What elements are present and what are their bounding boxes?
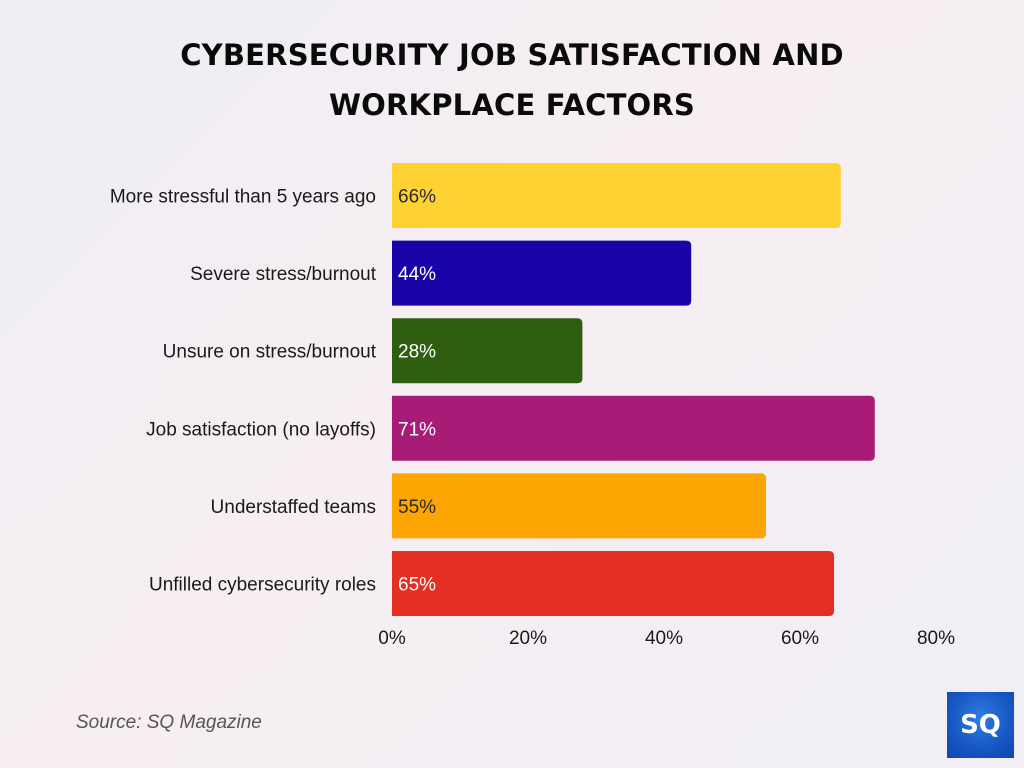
bar-group: More stressful than 5 years ago 66% bbox=[110, 163, 841, 228]
x-tick-label: 40% bbox=[645, 628, 683, 649]
bar-group: Severe stress/burnout 44% bbox=[190, 240, 692, 306]
value-label: 55% bbox=[398, 497, 436, 518]
category-label: Unsure on stress/burnout bbox=[163, 342, 377, 363]
x-tick-label: 20% bbox=[509, 628, 547, 649]
chart-title-line-2: WORKPLACE FACTORS bbox=[328, 88, 696, 122]
category-label: Unfilled cybersecurity roles bbox=[149, 575, 376, 596]
bar-group: Understaffed teams 55% bbox=[211, 473, 766, 539]
bar bbox=[392, 395, 875, 461]
value-label: 28% bbox=[398, 342, 436, 363]
category-label: Job satisfaction (no layoffs) bbox=[146, 419, 376, 440]
value-label: 71% bbox=[398, 419, 436, 440]
sq-logo-text: SQ bbox=[960, 710, 1001, 740]
value-label: 65% bbox=[398, 575, 436, 596]
bar bbox=[392, 240, 692, 306]
chart-title: CYBERSECURITY JOB SATISFACTION AND WORKP… bbox=[0, 30, 1024, 130]
x-tick-label: 80% bbox=[917, 628, 955, 649]
chart-title-line-1: CYBERSECURITY JOB SATISFACTION AND bbox=[180, 38, 844, 72]
bar bbox=[392, 473, 766, 539]
value-label: 44% bbox=[398, 264, 436, 285]
bar bbox=[392, 163, 841, 228]
source-note: Source: SQ Magazine bbox=[76, 712, 262, 733]
sq-logo: SQ bbox=[947, 692, 1014, 758]
category-label: More stressful than 5 years ago bbox=[110, 187, 376, 208]
category-label: Severe stress/burnout bbox=[190, 264, 377, 285]
bar bbox=[392, 318, 583, 384]
x-tick-label: 60% bbox=[781, 628, 819, 649]
bar-group: Unfilled cybersecurity roles 65% bbox=[149, 551, 834, 616]
bar-group: Job satisfaction (no layoffs) 71% bbox=[146, 395, 875, 461]
category-label: Understaffed teams bbox=[211, 497, 376, 518]
bar bbox=[392, 551, 834, 616]
bar-group: Unsure on stress/burnout 28% bbox=[163, 318, 583, 384]
x-tick-label: 0% bbox=[378, 628, 406, 649]
value-label: 66% bbox=[398, 187, 436, 208]
